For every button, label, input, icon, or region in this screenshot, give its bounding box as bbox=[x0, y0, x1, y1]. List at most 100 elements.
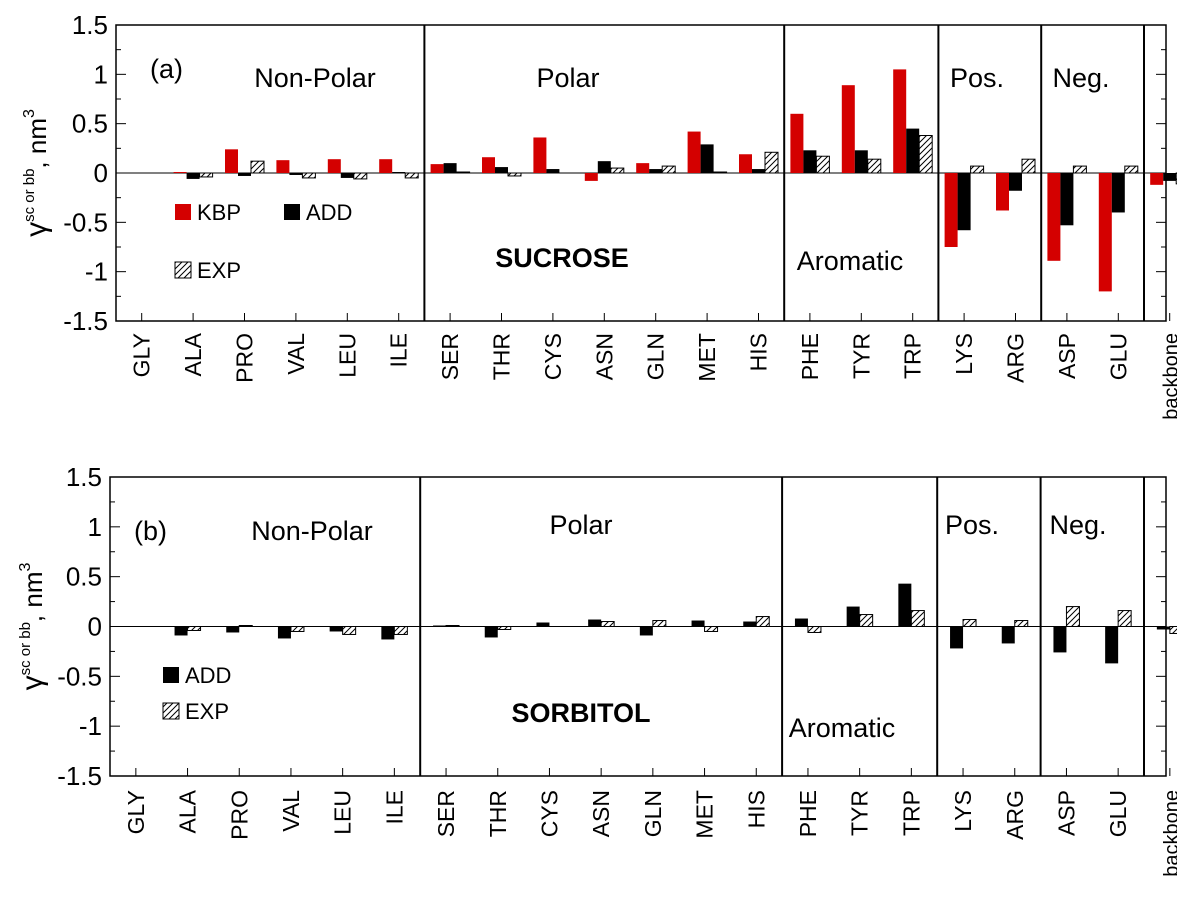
legend-swatch-add bbox=[163, 667, 179, 683]
bar-add-ile bbox=[392, 172, 406, 173]
bar-add-pro bbox=[238, 173, 251, 176]
bar-exp-arg bbox=[1014, 620, 1029, 628]
bar-add-ser bbox=[443, 163, 457, 173]
bar-add-trp bbox=[898, 583, 912, 627]
bar-exp-thr bbox=[497, 626, 512, 630]
bar-exp-ala bbox=[199, 172, 214, 178]
bar-add-his bbox=[752, 169, 765, 173]
x-tick-label-his: HIS bbox=[746, 333, 772, 371]
bar-add-gln bbox=[649, 169, 663, 173]
y-tick-label: 1.5 bbox=[72, 10, 108, 40]
bar-add-met bbox=[700, 144, 714, 173]
bar-kbp-lys bbox=[944, 173, 958, 247]
group-label-polar: Polar bbox=[536, 63, 599, 93]
x-tick-label-cys: CYS bbox=[540, 333, 566, 380]
bar-add-asn bbox=[597, 161, 611, 173]
bar-kbp-asp bbox=[1047, 173, 1061, 261]
bar-exp-ser bbox=[445, 625, 460, 628]
x-tick-label-val: VAL bbox=[278, 790, 304, 832]
bar-kbp-ile bbox=[379, 159, 393, 173]
bar-add-val bbox=[277, 626, 291, 639]
bar-add-thr bbox=[495, 167, 508, 173]
solvent-label: SUCROSE bbox=[495, 243, 629, 273]
bar-kbp-arg bbox=[996, 173, 1009, 211]
x-tick-label-leu: LEU bbox=[330, 790, 356, 835]
bar-kbp-asn bbox=[584, 173, 598, 181]
bar-add-pro bbox=[226, 626, 240, 633]
x-tick-label-glu: GLU bbox=[1105, 790, 1131, 837]
x-tick-label-arg: ARG bbox=[1002, 790, 1028, 840]
x-tick-label-lys: LYS bbox=[951, 333, 977, 375]
bar-exp-lys bbox=[970, 165, 985, 174]
bar-kbp-his bbox=[739, 154, 752, 173]
bar-exp-arg bbox=[1021, 158, 1036, 174]
group-label-aromatic: Aromatic bbox=[797, 246, 904, 276]
bar-exp-his bbox=[755, 616, 770, 627]
bar-add-lys bbox=[950, 626, 964, 649]
bar-exp-ile bbox=[404, 172, 419, 179]
x-tick-label-phe: PHE bbox=[795, 790, 821, 837]
y-axis-label: γsc or bb, nm3 bbox=[16, 562, 49, 690]
bar-add-asp bbox=[1053, 626, 1067, 653]
bar-exp-gln bbox=[661, 165, 676, 174]
x-tick-label-asp: ASP bbox=[1054, 333, 1080, 379]
y-tick-label: 0 bbox=[94, 158, 108, 188]
bar-exp-asn bbox=[600, 621, 615, 627]
x-tick-label-arg: ARG bbox=[1003, 333, 1029, 383]
bar-kbp-gln bbox=[636, 163, 650, 173]
x-tick-label-tyr: TYR bbox=[848, 333, 874, 379]
bar-exp-trp bbox=[910, 610, 925, 628]
bar-add-leu bbox=[329, 626, 343, 632]
x-tick-label-met: MET bbox=[692, 790, 718, 839]
bar-kbp-cys bbox=[533, 137, 547, 173]
y-axis-label: γsc or bb, nm3 bbox=[20, 109, 53, 237]
x-tick-label-ala: ALA bbox=[180, 332, 206, 376]
bar-exp-met bbox=[704, 626, 719, 632]
x-tick-label-asp: ASP bbox=[1053, 790, 1079, 836]
bar-exp-met bbox=[713, 171, 728, 174]
bar-add-backbone bbox=[1156, 626, 1170, 630]
bar-add-ser bbox=[433, 625, 447, 627]
x-tick-label-trp: TRP bbox=[900, 333, 926, 379]
bar-add-backbone bbox=[1163, 173, 1177, 181]
bar-kbp-ser bbox=[430, 164, 444, 173]
legend-label-exp: EXP bbox=[197, 258, 241, 283]
x-tick-label-met: MET bbox=[694, 333, 720, 382]
x-tick-label-cys: CYS bbox=[536, 790, 562, 837]
bar-exp-pro bbox=[238, 625, 253, 628]
y-tick-label: -1.5 bbox=[57, 761, 102, 791]
bar-add-ile bbox=[381, 626, 395, 640]
bar-exp-ile bbox=[393, 626, 408, 635]
bar-add-tyr bbox=[846, 606, 860, 627]
bar-add-cys bbox=[536, 622, 550, 627]
x-tick-label-gly: GLY bbox=[129, 333, 155, 377]
bar-add-glu bbox=[1105, 626, 1119, 664]
bar-add-arg bbox=[1001, 626, 1015, 644]
panel-label: (b) bbox=[134, 516, 167, 546]
x-tick-label-pro: PRO bbox=[226, 790, 252, 840]
y-tick-label: 0.5 bbox=[72, 109, 108, 139]
x-tick-label-lys: LYS bbox=[950, 790, 976, 832]
bar-exp-leu bbox=[342, 626, 357, 635]
plot-frame bbox=[109, 476, 1167, 777]
x-tick-label-ser: SER bbox=[433, 790, 459, 837]
bar-kbp-phe bbox=[790, 113, 804, 173]
bar-add-val bbox=[289, 173, 303, 175]
y-tick-label: -1.5 bbox=[63, 306, 108, 336]
x-tick-label-val: VAL bbox=[283, 333, 309, 375]
x-tick-label-glu: GLU bbox=[1105, 333, 1131, 380]
bar-add-phe bbox=[803, 150, 817, 173]
bar-add-asn bbox=[588, 619, 602, 627]
x-tick-label-asn: ASN bbox=[588, 790, 614, 837]
y-tick-label: -1 bbox=[85, 257, 108, 287]
legend-label-add: ADD bbox=[306, 200, 352, 225]
legend-swatch-kbp bbox=[175, 204, 191, 220]
bar-exp-backbone bbox=[1169, 626, 1177, 634]
legend-swatch-exp bbox=[174, 261, 192, 279]
bar-exp-pro bbox=[250, 160, 265, 174]
bar-add-gln bbox=[639, 626, 653, 636]
group-label-non-polar: Non-Polar bbox=[251, 516, 373, 546]
bar-exp-lys bbox=[962, 619, 977, 627]
solvent-label: SORBITOL bbox=[511, 698, 650, 728]
x-tick-label-phe: PHE bbox=[797, 333, 823, 380]
